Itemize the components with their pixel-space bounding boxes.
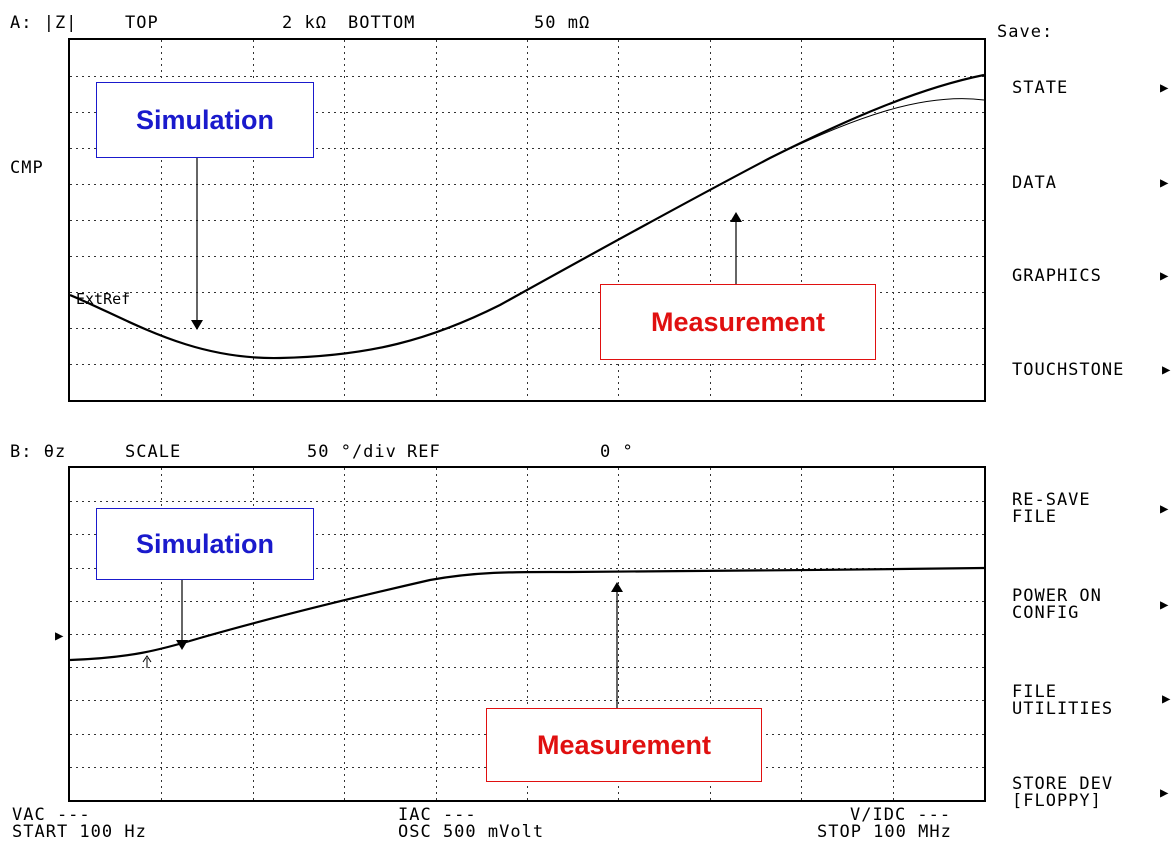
arrow-right-icon: ▶ [1162,691,1172,707]
simulation-callout-b: Simulation [96,508,314,580]
menu-file-utilities-button[interactable]: FILE UTILITIES ▶ [1012,684,1172,718]
trace-a-graph[interactable]: ExtRef Simulation Measurement [68,38,986,402]
measurement-callout-b: Measurement [486,708,762,782]
trace-a-plot [70,40,984,400]
menu-resave-file-button[interactable]: RE-SAVE FILE ▶ [1012,492,1172,526]
arrow-right-icon: ▶ [1160,268,1170,284]
arrow-right-icon: ▶ [1162,362,1172,378]
measurement-arrow-b-head [611,582,623,592]
iac-readout: IAC --- [398,805,477,825]
menu-item-label: GRAPHICS [1012,266,1102,286]
menu-item-label-2: FILE [1012,507,1057,527]
trace-a-top-label: TOP [125,13,159,33]
simulation-trace-a [769,98,984,159]
start-frequency: START 100 Hz [12,822,147,842]
trace-a-bottom-label: BOTTOM [348,13,416,33]
menu-item-label: DATA [1012,173,1057,193]
menu-power-on-config-button[interactable]: POWER ON CONFIG ▶ [1012,588,1172,622]
menu-item-label-2: [FLOPPY] [1012,791,1102,811]
reference-marker-icon: ▶ [55,628,64,644]
menu-item-label: RE-SAVE [1012,490,1091,510]
trace-a-label: A: |Z| [10,13,78,33]
vidc-readout: V/IDC --- [850,805,952,825]
menu-item-label: FILE [1012,682,1057,702]
menu-data-button[interactable]: DATA ▶ [1012,175,1172,192]
menu-touchstone-button[interactable]: TOUCHSTONE ▶ [1012,362,1172,379]
measurement-arrow-a-head [730,212,742,222]
menu-title: Save: [997,22,1054,42]
trace-a-top-value: 2 kΩ [282,13,327,33]
stop-frequency: STOP 100 MHz [817,822,952,842]
measurement-trace-b [70,566,984,662]
menu-item-label: STORE DEV [1012,774,1114,794]
menu-state-button[interactable]: STATE ▶ [1012,80,1172,97]
simulation-arrow-a-head [191,320,203,330]
menu-item-label: STATE [1012,78,1069,98]
arrow-right-icon: ▶ [1160,785,1170,801]
arrow-right-icon: ▶ [1160,501,1170,517]
menu-item-label-2: UTILITIES [1012,699,1114,719]
trace-b-graph[interactable]: Simulation Measurement [68,466,986,802]
trace-b-ref-value: 0 ° [600,442,634,462]
arrow-right-icon: ▶ [1160,80,1170,96]
trace-b-scale-label: SCALE [125,442,182,462]
vac-readout: VAC --- [12,805,91,825]
trace-b-scale-value: 50 °/div [307,442,397,462]
osc-level: OSC 500 mVolt [398,822,545,842]
measurement-callout-a: Measurement [600,284,876,360]
menu-graphics-button[interactable]: GRAPHICS ▶ [1012,268,1172,285]
simulation-callout-a: Simulation [96,82,314,158]
simulation-arrow-b-head [176,640,188,650]
menu-item-label: TOUCHSTONE [1012,360,1125,380]
menu-store-dev-button[interactable]: STORE DEV [FLOPPY] ▶ [1012,776,1172,810]
menu-item-label-2: CONFIG [1012,603,1080,623]
trace-b-label: B: θz [10,442,67,462]
trace-b-ref-label: REF [407,442,441,462]
cursor-marker-icon [142,655,152,668]
measurement-trace-a [70,73,984,360]
trace-a-bottom-value: 50 mΩ [534,13,591,33]
menu-item-label: POWER ON [1012,586,1102,606]
cmp-label: CMP [10,158,44,178]
arrow-right-icon: ▶ [1160,175,1170,191]
arrow-right-icon: ▶ [1160,597,1170,613]
extref-label: ExtRef [76,290,131,308]
